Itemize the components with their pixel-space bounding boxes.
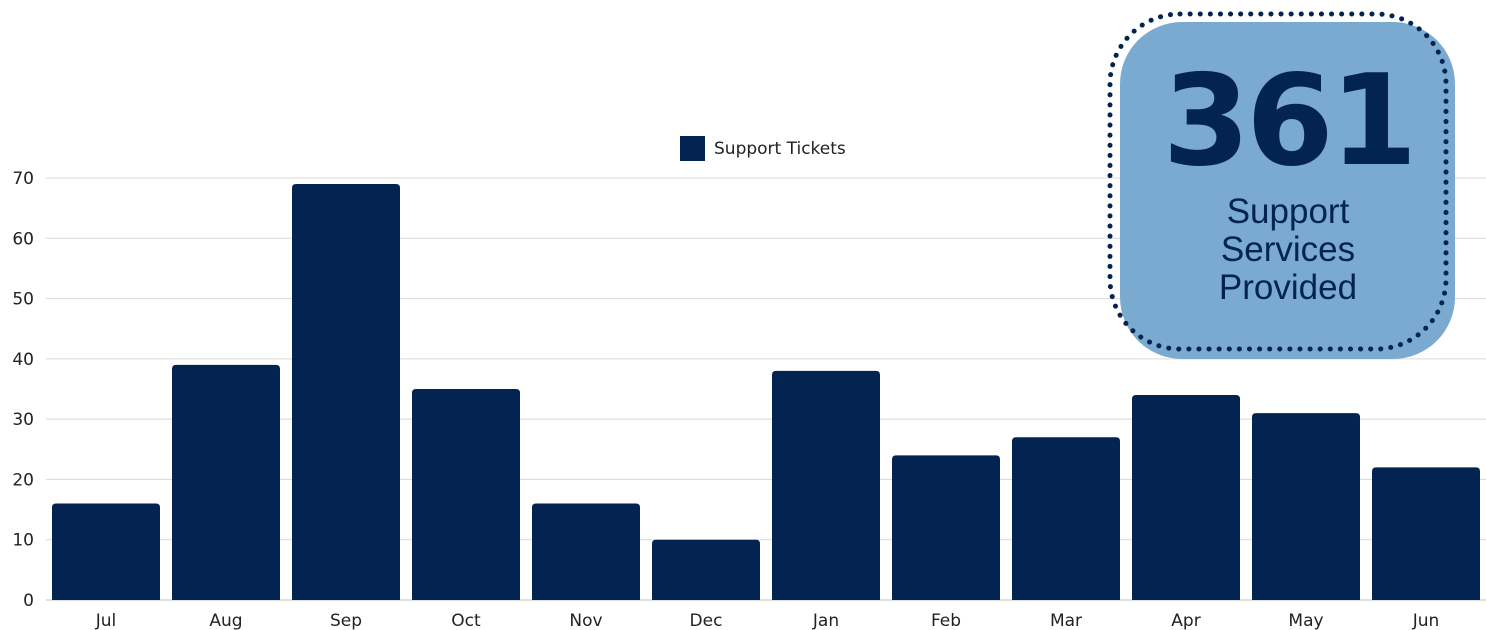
bar-apr <box>1132 395 1240 600</box>
x-tick-label: Apr <box>1171 611 1200 630</box>
y-tick-label: 0 <box>23 591 34 611</box>
bar-mar <box>1012 437 1120 600</box>
bar-sep <box>292 184 400 600</box>
x-tick-label: Oct <box>451 611 481 630</box>
x-axis-ticks: Jul Aug Sep Oct Nov Dec Jan Feb Mar Apr May Jun <box>95 611 1440 630</box>
callout-caption: Support Services Provided <box>1138 193 1438 307</box>
x-tick-label: Dec <box>690 611 723 630</box>
x-tick-label: Jan <box>812 611 839 630</box>
x-tick-label: Aug <box>209 611 242 630</box>
callout-line-3: Provided <box>1218 268 1358 307</box>
bar-aug <box>172 364 280 600</box>
legend-label: Support Tickets <box>714 139 846 159</box>
x-tick-label: Jun <box>1412 611 1440 630</box>
bar-jun <box>1372 467 1480 600</box>
x-tick-label: Jul <box>95 611 117 630</box>
bar-feb <box>892 455 1000 600</box>
callout-number: 361 <box>1162 47 1417 194</box>
y-tick-label: 70 <box>12 169 34 189</box>
x-tick-label: Mar <box>1050 611 1082 630</box>
gridlines <box>46 177 1486 601</box>
y-tick-label: 50 <box>12 290 34 310</box>
y-tick-label: 10 <box>12 531 34 551</box>
bar-may <box>1252 413 1360 600</box>
callout-line-2: Services <box>1220 230 1356 269</box>
y-tick-label: 40 <box>12 350 34 370</box>
total-callout-badge <box>1120 22 1455 359</box>
y-tick-label: 20 <box>12 470 34 490</box>
callout-line-1: Support <box>1226 192 1350 231</box>
x-tick-label: May <box>1288 611 1323 630</box>
callout-dotted-border <box>1107 11 1449 352</box>
legend-swatch <box>680 136 705 161</box>
bar-oct <box>412 389 520 600</box>
legend[interactable]: Support Tickets <box>680 136 846 161</box>
bars <box>52 184 1480 600</box>
y-axis-ticks: 0 10 20 30 40 50 60 70 <box>12 169 34 611</box>
bar-jul <box>52 503 160 600</box>
bar-dec <box>652 539 760 600</box>
bar-nov <box>532 503 640 600</box>
x-tick-label: Nov <box>569 611 602 630</box>
y-tick-label: 60 <box>12 229 34 249</box>
x-tick-label: Feb <box>931 611 961 630</box>
y-tick-label: 30 <box>12 410 34 430</box>
x-tick-label: Sep <box>330 611 362 630</box>
bar-jan <box>772 370 880 600</box>
